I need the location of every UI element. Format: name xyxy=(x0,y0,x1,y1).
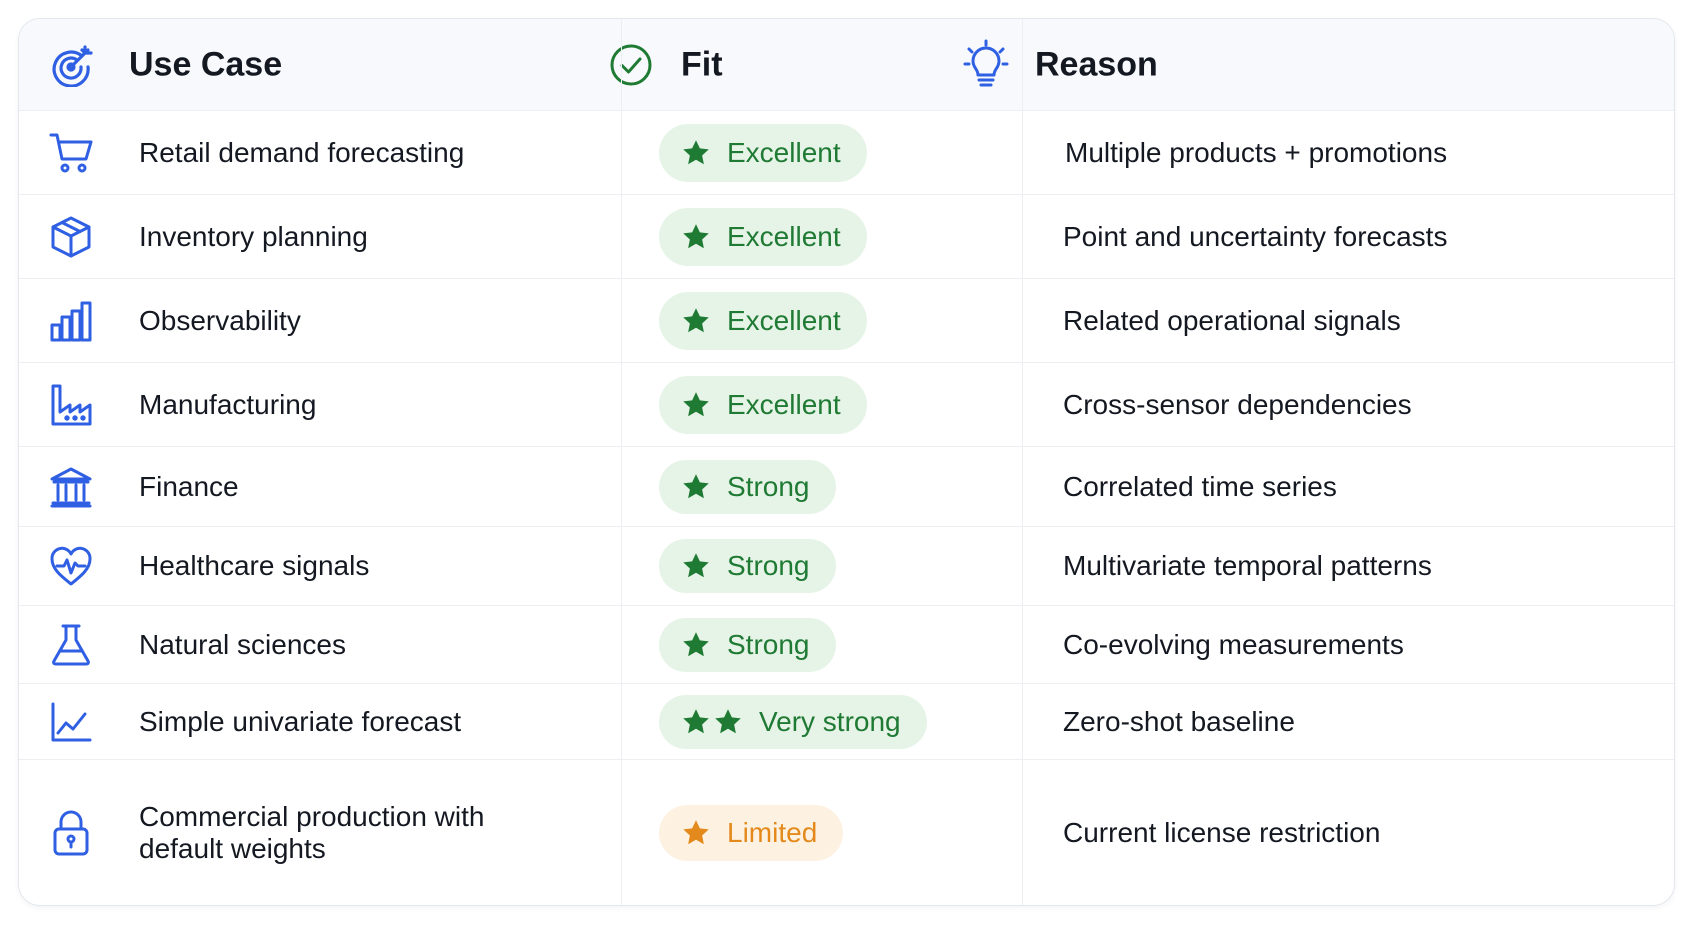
fit-label: Limited xyxy=(727,816,818,848)
table-row: Healthcare signals Strong Multivariate t… xyxy=(19,527,1674,606)
table-row: Natural sciences Strong Co-evolving meas… xyxy=(19,606,1674,684)
use-case-label: Natural sciences xyxy=(139,628,346,660)
reason-text: Co-evolving measurements xyxy=(1063,628,1404,660)
column-header-use-case[interactable]: Use Case xyxy=(129,45,283,83)
column-header-fit[interactable]: Fit xyxy=(681,45,723,83)
star-icon xyxy=(683,631,709,656)
fit-label: Very strong xyxy=(759,705,901,737)
fit-label: Strong xyxy=(727,550,810,581)
reason-text: Current license restriction xyxy=(1063,816,1381,848)
reason-text: Related operational signals xyxy=(1063,304,1401,336)
table-row: Inventory planning Excellent Point and u… xyxy=(19,195,1674,279)
reason-text: Point and uncertainty forecasts xyxy=(1063,220,1448,252)
table-header: Use Case Fit Reason xyxy=(19,19,1674,111)
use-case-label: Simple univariate forecast xyxy=(139,705,462,737)
column-header-reason[interactable]: Reason xyxy=(1035,45,1158,83)
star-icon xyxy=(683,139,709,164)
fit-badge: Strong xyxy=(659,459,836,514)
star-icon xyxy=(683,391,709,416)
fit-badge: Strong xyxy=(659,539,836,593)
column-divider xyxy=(1022,19,1023,905)
fit-badge: Excellent xyxy=(659,123,867,182)
use-case-label: Finance xyxy=(139,470,239,502)
table-row: Simple univariate forecast Very strong Z… xyxy=(19,684,1674,760)
lock-icon xyxy=(49,809,93,857)
table-row: Commercial production with default weigh… xyxy=(19,760,1674,905)
use-case-label: Manufacturing xyxy=(139,388,317,420)
table-row: Retail demand forecasting Excellent Mult… xyxy=(19,111,1674,195)
fit-badge: Strong xyxy=(659,617,836,672)
fit-label: Excellent xyxy=(727,220,841,252)
star-icon xyxy=(683,553,709,578)
table-row: Observability Excellent Related operatio… xyxy=(19,279,1674,363)
star-icon xyxy=(683,307,709,332)
fit-label: Excellent xyxy=(727,136,841,168)
lightbulb-icon xyxy=(963,39,1009,91)
star-icon xyxy=(683,708,709,733)
star-icon xyxy=(683,223,709,248)
use-case-label: Retail demand forecasting xyxy=(139,136,465,168)
fit-label: Excellent xyxy=(727,304,841,336)
reason-text: Cross-sensor dependencies xyxy=(1063,388,1412,420)
table-row: Manufacturing Excellent Cross-sensor dep… xyxy=(19,363,1674,447)
star-icon xyxy=(715,708,741,733)
use-case-label: Observability xyxy=(139,304,301,336)
column-divider xyxy=(621,19,622,905)
check-circle-icon xyxy=(609,43,653,87)
fit-badge: Excellent xyxy=(659,375,867,434)
bar-chart-icon xyxy=(49,299,93,343)
star-icon xyxy=(683,473,709,498)
fit-badge: Excellent xyxy=(659,291,867,350)
reason-text: Multivariate temporal patterns xyxy=(1063,550,1432,581)
shopping-cart-icon xyxy=(49,131,93,175)
star-icon xyxy=(683,819,709,844)
use-case-label: Commercial production with default weigh… xyxy=(139,800,485,864)
fit-badge: Limited xyxy=(659,804,844,861)
box-icon xyxy=(49,215,93,259)
flask-icon xyxy=(49,623,93,667)
fit-label: Strong xyxy=(727,470,810,502)
heart-pulse-icon xyxy=(49,544,93,588)
use-case-fit-table: Use Case Fit Reason xyxy=(18,18,1675,906)
bank-icon xyxy=(49,465,93,509)
reason-text: Zero-shot baseline xyxy=(1063,705,1295,737)
reason-text: Multiple products + promotions xyxy=(1065,136,1448,168)
fit-label: Strong xyxy=(727,628,810,660)
use-case-label: Inventory planning xyxy=(139,220,368,252)
fit-badge: Very strong xyxy=(659,694,927,749)
use-case-label: Healthcare signals xyxy=(139,550,370,581)
reason-text: Correlated time series xyxy=(1063,470,1337,502)
factory-icon xyxy=(49,383,93,427)
target-icon xyxy=(49,43,93,87)
fit-label: Excellent xyxy=(727,388,841,420)
line-chart-icon xyxy=(49,700,93,744)
fit-badge: Excellent xyxy=(659,207,867,266)
table-row: Finance Strong Correlated time series xyxy=(19,447,1674,527)
